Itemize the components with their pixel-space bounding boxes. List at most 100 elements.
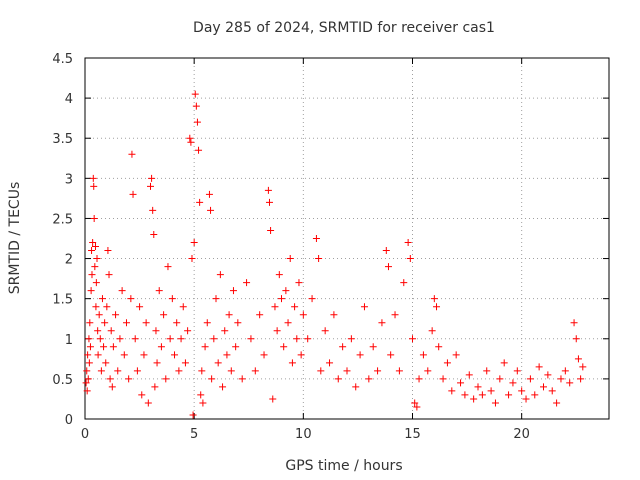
chart-title: Day 285 of 2024, SRMTID for receiver cas… [193, 20, 495, 36]
data-point [187, 138, 195, 146]
data-point [553, 399, 561, 407]
data-point [201, 343, 209, 351]
data-point [225, 311, 233, 319]
data-point [127, 295, 135, 303]
y-tick-label: 4 [65, 92, 73, 107]
data-point [232, 343, 240, 351]
data-point [251, 367, 259, 375]
data-point [448, 387, 456, 395]
data-point [86, 319, 94, 327]
data-point [234, 319, 242, 327]
data-point [561, 367, 569, 375]
data-point [347, 335, 355, 343]
x-tick-label: 5 [190, 427, 198, 442]
data-point [577, 375, 585, 383]
plot-frame [84, 57, 610, 420]
data-point [98, 295, 106, 303]
data-point [149, 206, 157, 214]
data-point [102, 359, 110, 367]
data-point [284, 319, 292, 327]
data-point [131, 335, 139, 343]
data-point [106, 375, 114, 383]
data-point [207, 206, 215, 214]
y-tick-label: 2.5 [52, 212, 73, 227]
data-point [326, 359, 334, 367]
data-point [334, 375, 342, 383]
data-point [286, 255, 294, 263]
data-points [82, 90, 587, 419]
data-point [395, 367, 403, 375]
data-point [173, 319, 181, 327]
data-point [179, 303, 187, 311]
data-point [219, 383, 227, 391]
data-point [483, 367, 491, 375]
data-point [378, 319, 386, 327]
data-point [419, 351, 427, 359]
data-point [433, 303, 441, 311]
data-point [136, 303, 144, 311]
data-point [118, 287, 126, 295]
data-point [91, 263, 99, 271]
y-tick-label: 0.5 [52, 373, 73, 388]
data-point [271, 303, 279, 311]
data-point [100, 343, 108, 351]
data-point [195, 146, 203, 154]
x-tick-label: 10 [295, 427, 312, 442]
data-point [465, 371, 473, 379]
data-point [87, 287, 95, 295]
x-axis-label: GPS time / hours [285, 458, 402, 474]
data-point [210, 335, 218, 343]
data-point [181, 359, 189, 367]
data-point [487, 387, 495, 395]
data-point [120, 351, 128, 359]
data-point [531, 391, 539, 399]
data-point [265, 198, 273, 206]
data-point [360, 303, 368, 311]
data-point [96, 335, 104, 343]
data-point [196, 198, 204, 206]
data-point [91, 243, 99, 251]
data-point [223, 351, 231, 359]
data-point [430, 295, 438, 303]
data-point [435, 343, 443, 351]
data-point [186, 134, 194, 142]
data-point [275, 271, 283, 279]
y-tick-label: 4.5 [52, 52, 73, 67]
data-point [343, 367, 351, 375]
data-point [570, 319, 578, 327]
data-point [151, 383, 159, 391]
data-point [295, 279, 303, 287]
data-point [171, 351, 179, 359]
data-point [140, 351, 148, 359]
data-point [125, 375, 133, 383]
data-point [540, 383, 547, 391]
data-point [491, 399, 499, 407]
data-point [193, 118, 201, 126]
data-point [157, 343, 165, 351]
data-point [129, 190, 137, 198]
data-point [101, 319, 109, 327]
data-point [478, 391, 486, 399]
data-point [369, 343, 377, 351]
data-point [92, 279, 100, 287]
y-tick-label: 3.5 [52, 132, 73, 147]
data-point [356, 351, 364, 359]
data-point [89, 174, 97, 182]
data-point [352, 383, 360, 391]
data-point [513, 367, 521, 375]
data-point [103, 303, 111, 311]
y-axis-label: SRMTID / TECUs [7, 182, 23, 295]
data-point [191, 90, 199, 98]
data-point [404, 239, 412, 247]
data-point [544, 371, 552, 379]
data-point [199, 399, 207, 407]
data-point [522, 395, 530, 403]
data-point [428, 327, 436, 335]
data-point [166, 335, 174, 343]
data-point [108, 383, 116, 391]
data-point [273, 327, 281, 335]
data-point [205, 190, 213, 198]
data-point [168, 295, 176, 303]
data-point [164, 263, 172, 271]
data-point [269, 395, 277, 403]
